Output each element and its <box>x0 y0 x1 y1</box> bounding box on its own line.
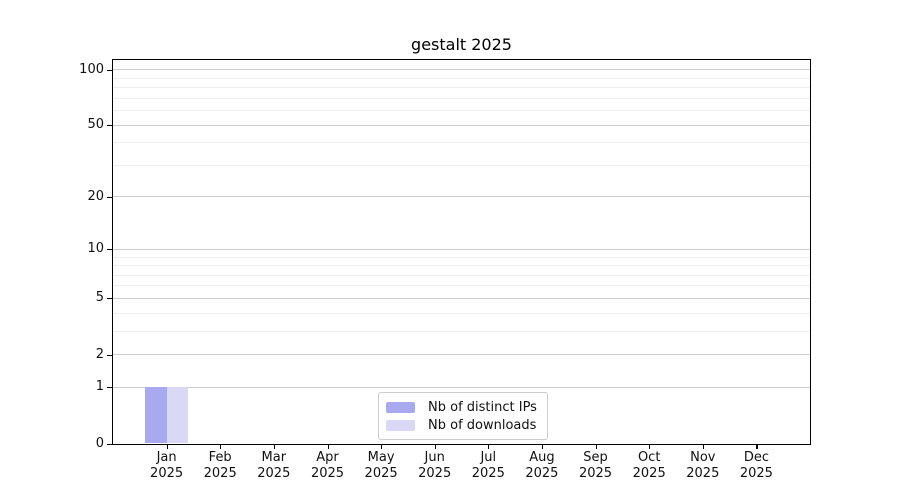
gridline-major <box>113 69 810 71</box>
x-tick-mark <box>327 443 329 449</box>
gridline-minor <box>113 285 810 287</box>
gridline-minor <box>113 330 810 332</box>
y-tick-label: 0 <box>95 435 104 451</box>
legend-swatch-distinct-ips-icon <box>386 401 415 413</box>
x-tick-mark <box>434 443 436 449</box>
gridline-major <box>113 248 810 250</box>
x-tick-mark <box>595 443 597 449</box>
gridline-major <box>113 196 810 198</box>
gridline-major <box>113 354 810 355</box>
x-tick-label: Jun 2025 <box>418 449 452 481</box>
x-tick-mark <box>166 443 168 449</box>
gridline-minor <box>113 109 810 111</box>
y-tick-label: 50 <box>87 117 104 132</box>
y-tick-mark <box>107 387 113 389</box>
x-tick-label: Aug 2025 <box>525 449 559 481</box>
legend-label: Nb of downloads <box>428 417 537 433</box>
x-tick-label: Jul 2025 <box>471 449 505 481</box>
bar-distinct-ips <box>145 386 167 443</box>
x-tick-mark <box>702 443 704 449</box>
x-tick-label: Oct 2025 <box>632 449 666 481</box>
x-tick-label: Mar 2025 <box>257 449 291 481</box>
y-tick-mark <box>107 298 113 300</box>
legend: Nb of distinct IPs Nb of downloads <box>378 392 548 440</box>
gridline-minor <box>113 77 810 79</box>
x-tick-mark <box>649 443 651 449</box>
y-tick-label: 10 <box>87 241 104 257</box>
y-tick-label: 1 <box>95 379 104 395</box>
x-tick-label: Nov 2025 <box>686 449 720 481</box>
x-tick-label: Jan 2025 <box>150 449 184 481</box>
gridline-major <box>113 124 810 126</box>
gridline-minor <box>113 274 810 276</box>
y-tick-mark <box>107 249 113 251</box>
x-tick-label: Feb 2025 <box>203 449 237 481</box>
y-tick-mark <box>107 196 113 198</box>
gridline-minor <box>113 164 810 166</box>
legend-label: Nb of distinct IPs <box>428 399 537 415</box>
chart-title: gestalt 2025 <box>411 35 512 54</box>
gridline-minor <box>113 142 810 144</box>
gridline-minor <box>113 312 810 314</box>
x-tick-label: Dec 2025 <box>739 449 773 481</box>
y-tick-mark <box>107 69 113 71</box>
legend-item-downloads: Nb of downloads <box>386 416 537 434</box>
x-tick-mark <box>488 443 490 449</box>
x-tick-label: May 2025 <box>364 449 398 481</box>
x-tick-label: Sep 2025 <box>578 449 613 481</box>
gridline-minor <box>113 87 810 88</box>
x-tick-mark <box>220 443 222 449</box>
x-tick-label: Apr 2025 <box>310 449 345 481</box>
y-tick-label: 2 <box>95 346 104 362</box>
y-tick-mark <box>107 354 113 356</box>
legend-item-distinct-ips: Nb of distinct IPs <box>386 398 537 416</box>
gridline-minor <box>113 256 810 258</box>
y-tick-label: 20 <box>87 188 104 204</box>
plot-area <box>112 59 811 445</box>
legend-swatch-downloads-icon <box>386 419 415 431</box>
y-tick-mark <box>107 443 113 445</box>
gridline-major <box>113 297 810 299</box>
gridline-minor <box>113 97 810 99</box>
x-tick-mark <box>381 443 383 449</box>
x-tick-mark <box>541 443 544 449</box>
y-tick-mark <box>107 125 113 127</box>
gridline-major <box>113 386 810 388</box>
x-tick-mark <box>756 443 758 449</box>
y-tick-label: 100 <box>79 61 104 77</box>
bar-downloads <box>166 386 189 443</box>
y-tick-label: 5 <box>95 290 104 306</box>
gridline-minor <box>113 265 810 266</box>
x-tick-mark <box>273 443 275 449</box>
